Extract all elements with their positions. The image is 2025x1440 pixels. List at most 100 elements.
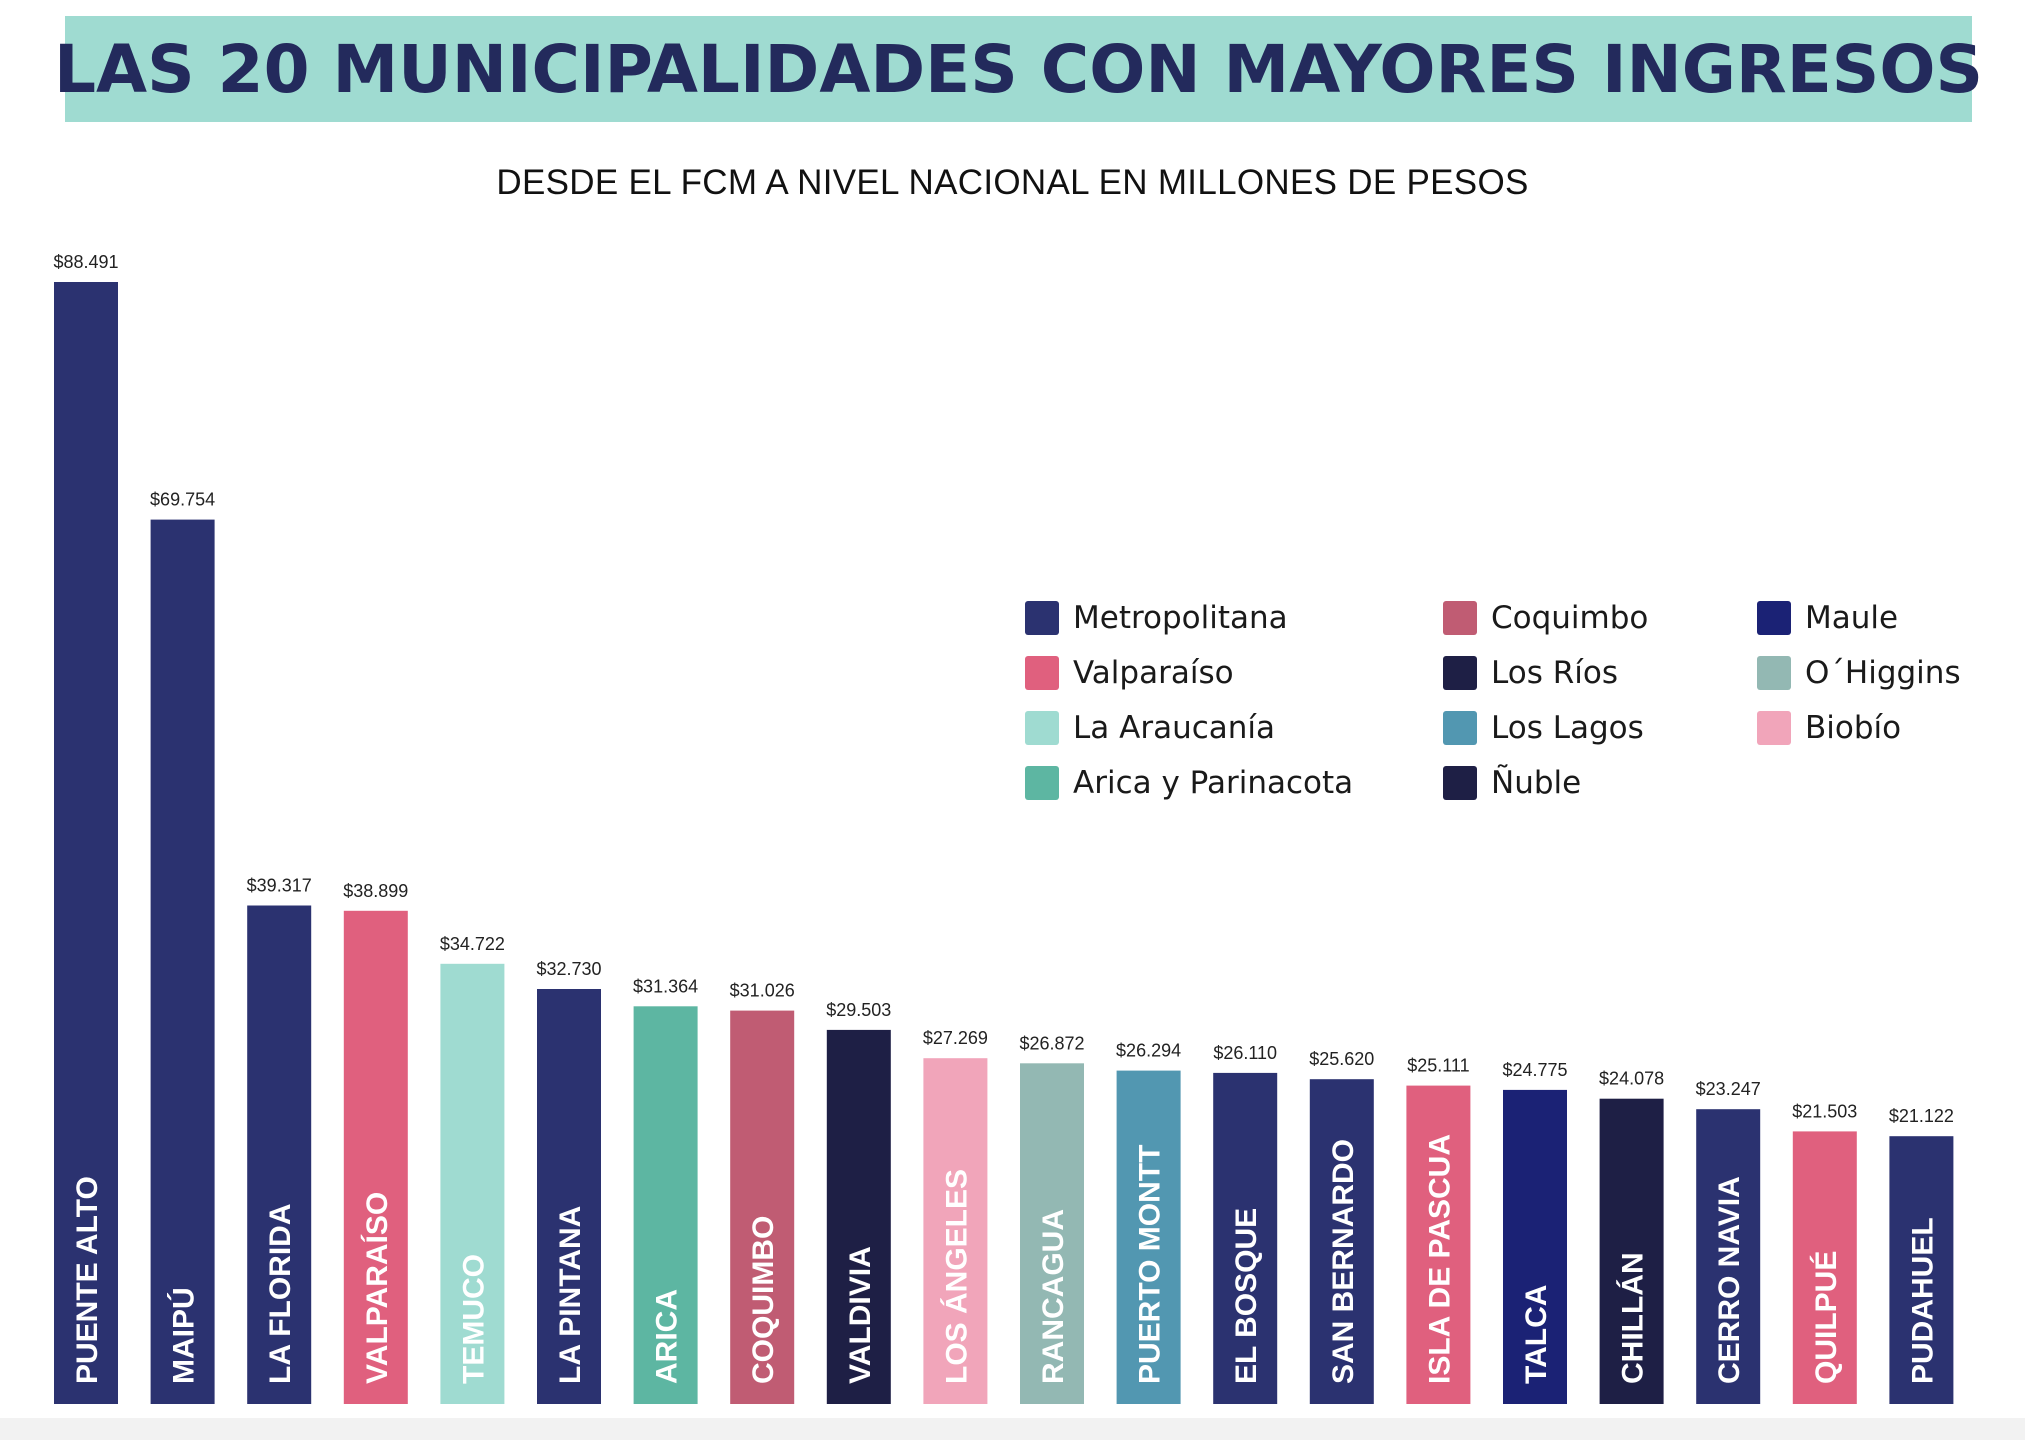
value-label-maipu: $69.754 <box>150 490 215 510</box>
legend-label: Ñuble <box>1491 765 1582 801</box>
legend-item-o-higgins: O´Higgins <box>1757 655 1961 691</box>
bar-valparaiso <box>343 910 408 1404</box>
value-label-coquimbo: $31.026 <box>730 981 795 1001</box>
legend-item-valparaiso: Valparaíso <box>1025 655 1234 691</box>
legend-item-maule: Maule <box>1757 600 1898 636</box>
chart-title: LAS 20 MUNICIPALIDADES CON MAYORES INGRE… <box>54 30 1983 108</box>
bar-la-pintana <box>537 989 601 1404</box>
chart-subtitle: DESDE EL FCM A NIVEL NACIONAL EN MILLONE… <box>496 163 1529 202</box>
legend-item-la-araucania: La Araucanía <box>1025 710 1275 746</box>
bar-el-bosque <box>1213 1072 1278 1404</box>
category-label-puente-alto: PUENTE ALTO <box>71 1176 104 1384</box>
value-label-la-pintana: $32.730 <box>536 959 601 979</box>
bar-puente-alto <box>54 282 118 1404</box>
bar-puerto-montt <box>1116 1070 1181 1404</box>
category-label-talca: TALCA <box>1520 1285 1553 1384</box>
value-label-cerro-navia: $23.247 <box>1696 1079 1761 1099</box>
category-label-temuco: TEMUCO <box>457 1254 490 1384</box>
bar-arica <box>633 1006 698 1404</box>
legend-label: O´Higgins <box>1805 655 1961 691</box>
category-label-arica: ARICA <box>651 1289 684 1384</box>
legend-item-nuble: Ñuble <box>1443 765 1581 801</box>
value-label-rancagua: $26.872 <box>1019 1033 1084 1053</box>
bar-san-bernardo <box>1309 1079 1374 1404</box>
bar-la-florida <box>247 905 312 1404</box>
bar-coquimbo <box>730 1010 795 1404</box>
category-label-el-bosque: EL BOSQUE <box>1230 1208 1263 1384</box>
value-label-arica: $31.364 <box>633 976 698 996</box>
legend-swatch <box>1443 656 1477 690</box>
value-label-talca: $24.775 <box>1502 1060 1567 1080</box>
value-label-temuco: $34.722 <box>440 934 505 954</box>
value-labels-layer: $88.491 $69.754 $39.317 $38.899 $34.722 $32.7… <box>53 252 1953 1126</box>
value-label-chillan: $24.078 <box>1599 1069 1664 1089</box>
legend-label: Valparaíso <box>1073 655 1234 691</box>
bar-cerro-navia <box>1696 1109 1761 1404</box>
bar-chillan <box>1599 1098 1664 1404</box>
category-label-maipu: MAIPÚ <box>167 1287 201 1384</box>
category-label-valdivia: VALDIVIA <box>844 1246 877 1384</box>
legend: Metropolitana Valparaíso La Araucanía Arica… <box>1025 600 1985 820</box>
category-label-san-bernardo: SAN BERNARDO <box>1327 1139 1360 1384</box>
value-label-san-bernardo: $25.620 <box>1309 1049 1374 1069</box>
category-label-quilpue: QUILPUÉ <box>1809 1251 1843 1384</box>
legend-label: Biobío <box>1805 710 1902 746</box>
legend-item-arica-y-parinacota: Arica y Parinacota <box>1025 765 1353 801</box>
bar-maipu <box>150 519 215 1404</box>
legend-swatch <box>1443 711 1477 745</box>
legend-swatch <box>1025 711 1059 745</box>
value-label-isla-de-pascua: $25.111 <box>1407 1056 1469 1076</box>
title-banner: LAS 20 MUNICIPALIDADES CON MAYORES INGRE… <box>54 16 1983 122</box>
legend-label: Metropolitana <box>1073 600 1288 636</box>
legend-label: Los Lagos <box>1491 710 1644 746</box>
legend-label: Los Ríos <box>1491 655 1618 691</box>
value-label-los-angeles: $27.269 <box>923 1028 988 1048</box>
category-label-coquimbo: COQUIMBO <box>747 1216 780 1384</box>
value-label-quilpue: $21.503 <box>1792 1101 1857 1121</box>
legend-label: La Araucanía <box>1073 710 1276 746</box>
category-label-los-angeles: LOS ÁNGELES <box>939 1169 973 1384</box>
legend-label: Arica y Parinacota <box>1073 765 1354 801</box>
legend-swatch <box>1443 601 1477 635</box>
legend-swatch <box>1757 711 1791 745</box>
bar-los-angeles <box>923 1058 988 1404</box>
legend-label: Maule <box>1805 600 1899 636</box>
category-label-isla-de-pascua: ISLA DE PASCUA <box>1423 1134 1456 1384</box>
value-label-el-bosque: $26.110 <box>1213 1043 1277 1063</box>
legend-item-los-lagos: Los Lagos <box>1443 710 1644 746</box>
bar-valdivia <box>826 1029 891 1404</box>
legend-swatch <box>1025 601 1059 635</box>
bar-talca <box>1503 1089 1567 1404</box>
bar-pudahuel <box>1889 1136 1954 1404</box>
bars-layer <box>54 282 1954 1404</box>
legend-item-los-rios: Los Ríos <box>1443 655 1618 691</box>
value-label-puerto-montt: $26.294 <box>1116 1041 1181 1061</box>
category-label-puerto-montt: PUERTO MONTT <box>1134 1145 1167 1384</box>
category-label-pudahuel: PUDAHUEL <box>1906 1217 1939 1384</box>
value-label-valdivia: $29.503 <box>826 1000 891 1020</box>
legend-label: Coquimbo <box>1491 600 1649 636</box>
category-label-chillan: CHILLÁN <box>1616 1252 1650 1384</box>
bottom-shade <box>0 1418 2025 1440</box>
legend-swatch <box>1757 656 1791 690</box>
legend-swatch <box>1025 766 1059 800</box>
bar-temuco <box>440 963 505 1404</box>
category-labels-layer: PUENTE ALTO MAIPÚ LA FLORIDA VALPARAÍSO TEMU… <box>71 1134 1939 1384</box>
category-label-la-pintana: LA PINTANA <box>554 1206 587 1384</box>
bar-quilpue <box>1792 1131 1857 1404</box>
legend-item-biobio: Biobío <box>1757 710 1901 746</box>
legend-swatch <box>1443 766 1477 800</box>
value-label-pudahuel: $21.122 <box>1889 1106 1954 1126</box>
bar-isla-de-pascua <box>1406 1085 1471 1404</box>
value-label-puente-alto: $88.491 <box>53 252 118 272</box>
category-label-valparaiso: VALPARAÍSO <box>360 1192 394 1384</box>
category-label-la-florida: LA FLORIDA <box>264 1203 297 1384</box>
legend-swatch <box>1757 601 1791 635</box>
category-label-cerro-navia: CERRO NAVIA <box>1713 1176 1746 1384</box>
legend-swatch <box>1025 656 1059 690</box>
category-label-rancagua: RANCAGUA <box>1037 1209 1070 1384</box>
legend-item-coquimbo: Coquimbo <box>1443 600 1648 636</box>
legend-item-metropolitana: Metropolitana <box>1025 600 1288 636</box>
value-label-la-florida: $39.317 <box>247 876 312 896</box>
